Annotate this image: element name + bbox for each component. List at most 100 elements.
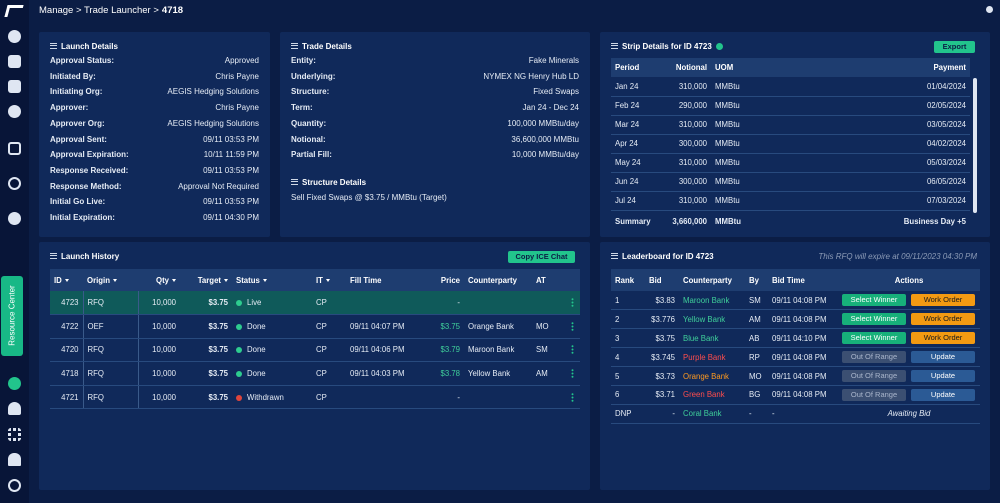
copy-ice-chat-button[interactable]: Copy ICE Chat (508, 251, 575, 263)
history-cell: Done (232, 314, 312, 339)
kebab-icon[interactable] (571, 392, 574, 402)
detail-label: Initiated By: (50, 71, 96, 81)
detail-value: 10/11 11:59 PM (203, 150, 259, 160)
action-button[interactable]: Select Winner (842, 294, 906, 307)
history-value: CP (316, 321, 327, 331)
detail-row: Quantity: 100,000 MMBtu/day (291, 116, 579, 132)
row-menu[interactable] (564, 291, 580, 316)
row-menu[interactable] (564, 338, 580, 363)
leaderboard-cell: MO (745, 366, 768, 386)
history-cell (464, 291, 532, 316)
nav-apps[interactable] (8, 428, 21, 441)
detail-value: Fixed Swaps (533, 87, 579, 97)
nav-logout[interactable] (8, 479, 21, 492)
history-value: SM (536, 345, 548, 355)
panel-title: Launch History (61, 252, 120, 261)
strip-cell: 290,000 (661, 96, 711, 116)
column-header[interactable]: Status (232, 269, 312, 291)
leaderboard-cell: DNP (611, 404, 645, 424)
nav-help[interactable] (8, 377, 21, 390)
leaderboard-row: 3 $3.75 Blue Bank AB 09/11 04:10 PM Select Wi… (611, 328, 980, 349)
column-header[interactable]: Qty (138, 269, 180, 291)
column-header[interactable]: ID (50, 269, 83, 291)
action-button[interactable]: Update (911, 388, 975, 401)
status-icon (236, 323, 242, 330)
action-button[interactable]: Update (911, 370, 975, 382)
action-button[interactable]: Work Order (911, 332, 975, 345)
column-header[interactable]: IT (312, 269, 346, 291)
leaderboard-cell: $3.73 (645, 366, 679, 386)
history-cell (346, 291, 424, 316)
panel-title: Strip Details for ID 4723 (622, 42, 723, 51)
header-row: Period Notional UOM Payment (611, 58, 970, 77)
strip-cell: 04/02/2024 (831, 134, 970, 154)
row-menu[interactable] (564, 314, 580, 339)
logo[interactable] (4, 5, 24, 17)
column-header: Bid (645, 269, 679, 291)
action-button[interactable]: Out Of Range (842, 370, 906, 382)
action-button[interactable]: Work Order (911, 294, 975, 307)
history-row[interactable]: 4722 OEF 10,000 $3.75 Done CP 09/11 04:07 PM $3… (50, 314, 580, 339)
leaderboard-row: 5 $3.73 Orange Bank MO 09/11 04:08 PM Out Of … (611, 366, 980, 386)
action-button[interactable]: Select Winner (842, 313, 906, 326)
leaderboard-cell: 09/11 04:08 PM (768, 385, 838, 405)
action-button[interactable]: Out Of Range (842, 351, 906, 364)
icon (50, 43, 57, 49)
action-button[interactable]: Select Winner (842, 332, 906, 345)
summary-table: Summary 3,660,000 MMBtu Business Day +5 (611, 212, 970, 230)
history-value: 4720 (61, 345, 79, 355)
detail-row: Partial Fill: 10,000 MMBtu/day (291, 147, 579, 163)
history-row[interactable]: 4718 RFQ 10,000 $3.75 Done CP 09/11 04:03 PM $3… (50, 361, 580, 386)
resource-center-tab[interactable]: Resource Center (1, 276, 23, 356)
history-value: - (457, 298, 460, 308)
history-cell: 4718 (50, 361, 84, 386)
column-header[interactable]: Origin (83, 269, 138, 291)
history-row[interactable]: 4721 RFQ 10,000 $3.75 Withdrawn CP - (50, 385, 580, 410)
export-button[interactable]: Export (934, 41, 975, 53)
action-button[interactable]: Work Order (911, 313, 975, 326)
summary-cell: 3,660,000 (672, 216, 707, 226)
scrollbar (973, 78, 977, 213)
nav-routes[interactable] (8, 142, 21, 155)
nav-box[interactable] (8, 55, 21, 68)
nav-reports[interactable] (8, 80, 21, 93)
status-icon (236, 394, 242, 401)
kebab-icon[interactable] (571, 298, 574, 307)
detail-row: Approver Org: AEGIS Hedging Solutions (50, 116, 259, 132)
theme-toggle[interactable] (986, 6, 993, 13)
history-value: RFQ (87, 345, 104, 355)
history-row[interactable]: 4723 RFQ 10,000 $3.75 Live CP - (50, 291, 580, 316)
history-value: CP (316, 298, 327, 308)
leaderboard-cell: 2 (611, 309, 645, 330)
history-row[interactable]: 4720 RFQ 10,000 $3.75 Done CP 09/11 04:06 PM $3… (50, 338, 580, 363)
action-button[interactable]: Out Of Range (842, 388, 906, 401)
leaderboard-cell: Purple Bank (679, 347, 745, 368)
detail-row: Approval Sent: 09/11 03:53 PM (50, 132, 259, 148)
nav-user[interactable] (8, 402, 21, 415)
breadcrumb-path[interactable]: Manage > Trade Launcher > (39, 5, 159, 16)
strip-cell: May 24 (611, 153, 661, 173)
row-menu[interactable] (564, 385, 580, 410)
nav-dashboard[interactable] (8, 30, 21, 43)
panel-title: Leaderboard for ID 4723 (622, 252, 714, 261)
history-value: $3.75 (208, 369, 228, 379)
history-value: RFQ (87, 392, 104, 402)
nav-notifications[interactable] (8, 453, 21, 466)
nav-settings[interactable] (8, 212, 21, 225)
history-table: ID Origin Qty Target Status IT Fill Time Price C… (50, 269, 580, 410)
strip-cell: Feb 24 (611, 96, 661, 116)
kebab-icon[interactable] (571, 345, 574, 355)
kebab-icon[interactable] (571, 369, 574, 378)
history-cell: Maroon Bank (464, 338, 532, 363)
history-cell: Live (232, 291, 312, 316)
icon (50, 253, 57, 259)
row-menu[interactable] (564, 361, 580, 386)
action-button[interactable]: Update (911, 351, 975, 364)
kebab-icon[interactable] (571, 322, 574, 331)
nav-network[interactable] (8, 177, 21, 190)
column-header[interactable]: Target (180, 269, 232, 291)
icon (611, 43, 618, 49)
nav-explore[interactable] (8, 105, 21, 118)
detail-label: Approval Sent: (50, 134, 107, 144)
leaderboard-cell: AB (745, 328, 768, 349)
